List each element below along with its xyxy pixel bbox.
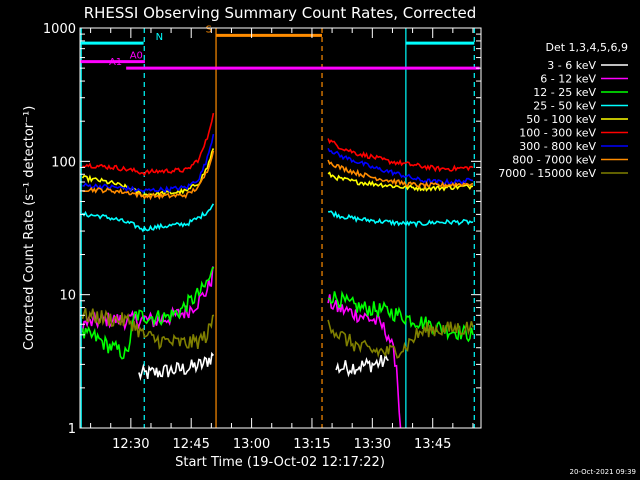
x-tick-label: 13:00: [233, 437, 270, 452]
series-line: [327, 138, 474, 173]
flag-a1-label: A1: [109, 57, 122, 68]
flag-bars: N A0 A1 S: [80, 24, 480, 70]
series-line: [81, 307, 215, 351]
series-line: [81, 266, 215, 360]
series-300-800-kev: [82, 133, 474, 193]
series-800-7000-kev: [82, 150, 474, 201]
x-tick-label: 12:30: [112, 437, 149, 452]
series-line: [138, 351, 215, 382]
legend-label-12-25-kev: 12 - 25 keV: [533, 86, 596, 99]
legend-label-3-6-kev: 3 - 6 keV: [547, 59, 596, 72]
series-100-300-kev: [82, 112, 474, 177]
series-3-6-kev: [138, 351, 389, 382]
series-line: [327, 319, 474, 359]
series-line: [81, 203, 215, 233]
legend-label-6-12-kev: 6 - 12 keV: [540, 73, 596, 86]
series-line: [327, 290, 474, 343]
y-tick-label: 1: [68, 422, 76, 437]
legend-label-50-100-kev: 50 - 100 keV: [526, 113, 596, 126]
flag-a0-label: A0: [130, 51, 143, 62]
chart-title: RHESSI Observing Summary Count Rates, Co…: [84, 4, 477, 22]
generation-timestamp: 20-Oct-2021 09:39: [570, 468, 636, 476]
series-line: [82, 133, 215, 193]
series-line: [327, 147, 474, 186]
series-line: [327, 159, 474, 190]
x-tick-label: 13:15: [293, 437, 330, 452]
series-25-50-kev: [81, 203, 474, 233]
series-line: [327, 294, 402, 428]
series-layer: [81, 112, 474, 428]
y-tick-label: 100: [51, 155, 76, 170]
x-tick-label: 12:45: [172, 437, 209, 452]
y-axis: 1 10 100 1000: [43, 22, 481, 437]
y-tick-label: 10: [59, 289, 76, 304]
series-line: [82, 112, 215, 177]
legend-label-100-300-kev: 100 - 300 keV: [519, 127, 596, 140]
series-line: [335, 351, 389, 378]
x-axis-label: Start Time (19-Oct-02 12:17:22): [175, 455, 385, 470]
legend-label-25-50-kev: 25 - 50 keV: [533, 100, 596, 113]
series-line: [328, 210, 474, 229]
series-12-25-kev: [81, 266, 474, 360]
legend-title: Det 1,3,4,5,6,9: [545, 41, 628, 54]
series-line: [82, 150, 215, 201]
legend-label-300-800-kev: 300 - 800 keV: [519, 140, 596, 153]
flag-s-label: S: [206, 24, 212, 35]
x-tick-label: 13:45: [414, 437, 451, 452]
series-7000-15000-kev: [81, 307, 474, 359]
y-axis-label: Corrected Count Rate (s⁻¹ detector⁻¹): [22, 106, 37, 351]
y-tick-label: 1000: [43, 22, 76, 37]
series-line: [81, 148, 215, 198]
flag-n-label: N: [156, 32, 163, 43]
legend-label-800-7000-kev: 800 - 7000 keV: [512, 154, 596, 167]
plot-frame: [79, 27, 482, 429]
x-axis: 12:30 12:45 13:00 13:15 13:30 13:45: [90, 28, 474, 452]
x-tick-label: 13:30: [354, 437, 391, 452]
legend-label-7000-15000-kev: 7000 - 15000 keV: [498, 167, 596, 180]
